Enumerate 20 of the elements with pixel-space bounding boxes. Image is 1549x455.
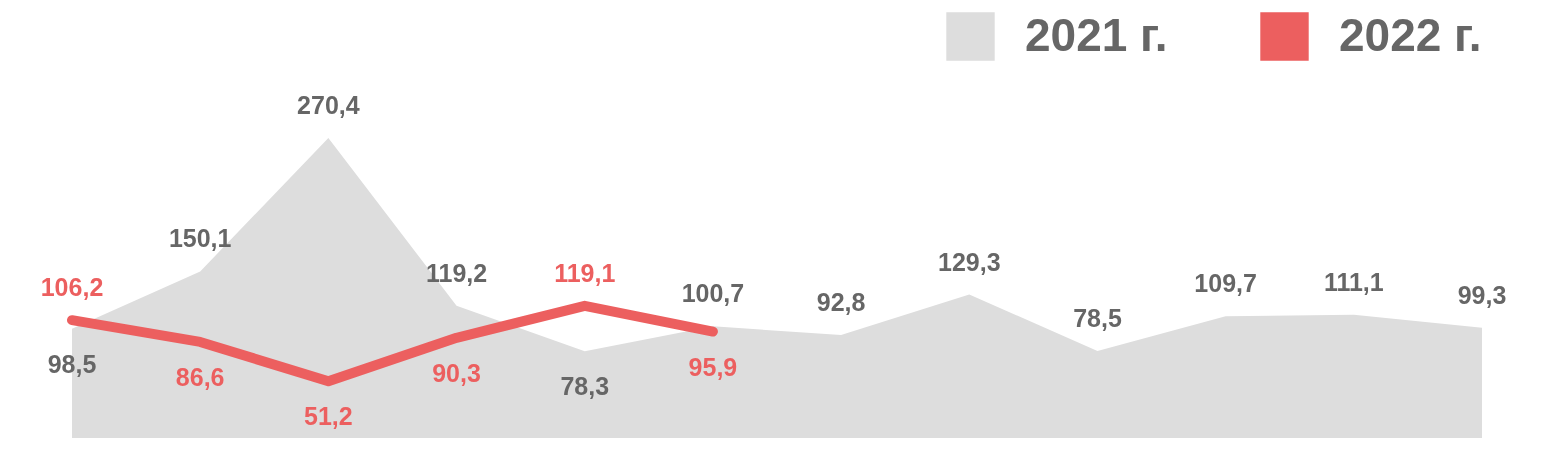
data-label: 98,5 [47,349,97,378]
data-label: 106,2 [40,273,104,302]
data-label: 78,3 [560,372,610,401]
data-label: 129,3 [937,247,1001,276]
data-label: 86,6 [175,362,225,391]
data-label: 90,3 [432,358,481,387]
legend-label: 2022 г. [1339,8,1482,61]
data-label: 119,2 [425,258,488,287]
data-label: 150,1 [168,224,232,253]
legend-label: 2021 г. [1025,8,1168,61]
data-label: 100,7 [681,279,745,308]
data-label: 95,9 [688,352,738,381]
data-label: 111,1 [1323,267,1384,296]
data-label: 109,7 [1194,269,1257,298]
data-label: 270,4 [297,91,360,119]
data-label: 78,5 [1073,303,1122,332]
data-label: 119,1 [554,258,616,287]
data-label: 99,3 [1457,280,1507,309]
data-label: 51,2 [304,402,353,431]
data-label: 92,8 [816,288,866,317]
